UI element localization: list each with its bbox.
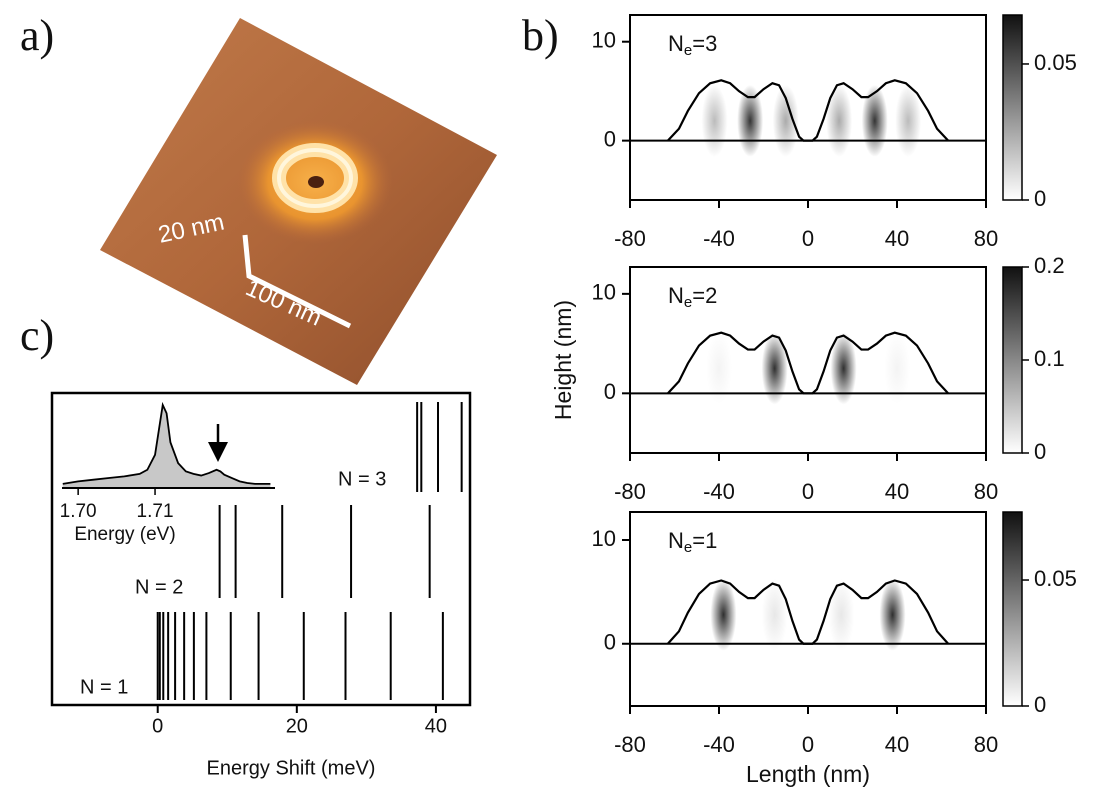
x-tick-label: 40: [425, 715, 447, 737]
x-tick-label: 80: [974, 479, 998, 504]
plot-frame: [52, 393, 470, 705]
colorbar: [1003, 15, 1022, 200]
label-rest: =1: [692, 528, 717, 553]
x-tick-label: 1.70: [60, 501, 97, 522]
y-tick-label: 10: [592, 526, 616, 551]
panel-label: a): [20, 11, 54, 60]
panel-label: b): [522, 11, 559, 60]
x-tick-label: 80: [974, 226, 998, 251]
colorbar-tick-label: 0: [1034, 186, 1046, 211]
x-tick-label: -80: [614, 732, 646, 757]
x-tick-label: 0: [802, 479, 814, 504]
y-tick-label: 10: [592, 28, 616, 53]
ring-hole: [308, 176, 324, 188]
series-label: N = 3: [338, 468, 386, 490]
x-tick-label: 80: [974, 732, 998, 757]
x-tick-label: 0: [152, 715, 163, 737]
colorbar-tick-label: 0: [1034, 692, 1046, 717]
x-tick-label: 0: [802, 732, 814, 757]
series-label: N = 1: [80, 676, 128, 698]
label-main: N: [668, 31, 684, 56]
density-map: [710, 579, 905, 651]
x-tick-label: 40: [885, 226, 909, 251]
density-peak: [737, 85, 763, 157]
x-tick-label: 1.71: [137, 501, 174, 522]
colorbar: [1003, 512, 1022, 706]
x-tick-label: -40: [703, 732, 735, 757]
figure: a) b) c) 20 nm 100 nm -80-4004080010Ne=3…: [0, 0, 1116, 800]
height-profile: [668, 580, 948, 643]
colorbar-tick-label: 0: [1034, 439, 1046, 464]
x-tick-label: -80: [614, 479, 646, 504]
x-tick-label: -40: [703, 479, 735, 504]
label-rest: =3: [692, 31, 717, 56]
y-tick-label: 0: [604, 379, 616, 404]
x-axis-label: Energy (eV): [74, 524, 175, 545]
series-label: N = 2: [135, 576, 183, 598]
colorbar-tick-label: 0.05: [1034, 50, 1077, 75]
y-tick-label: 0: [604, 126, 616, 151]
x-tick-label: -40: [703, 226, 735, 251]
density-peak: [895, 85, 921, 157]
y-tick-label: 0: [604, 630, 616, 655]
label-main: N: [668, 283, 684, 308]
x-tick-label: 40: [885, 479, 909, 504]
label-sub: e: [684, 539, 692, 556]
x-axis-label: Energy Shift (meV): [207, 757, 376, 779]
panel-state-label: Ne=1: [668, 528, 717, 556]
x-axis-label: Length (nm): [746, 761, 870, 787]
density-peak: [826, 85, 852, 157]
colorbar-tick-label: 0.05: [1034, 566, 1077, 591]
label-main: N: [668, 528, 684, 553]
label-rest: =2: [692, 283, 717, 308]
colorbar-tick-label: 0.2: [1034, 253, 1065, 278]
colorbar: [1003, 267, 1022, 453]
y-axis-label: Height (nm): [550, 300, 576, 420]
y-tick-label: 10: [592, 280, 616, 305]
panel-label: c): [20, 311, 54, 360]
x-tick-label: 20: [286, 715, 308, 737]
density-map: [702, 85, 922, 157]
colorbar-tick-label: 0.1: [1034, 346, 1065, 371]
x-tick-label: 40: [885, 732, 909, 757]
density-peak: [710, 579, 736, 651]
density-peak: [773, 85, 799, 157]
panel-state-label: Ne=2: [668, 283, 717, 311]
x-tick-label: 0: [802, 226, 814, 251]
x-tick-label: -80: [614, 226, 646, 251]
panel-state-label: Ne=3: [668, 31, 717, 59]
label-sub: e: [684, 294, 692, 311]
label-sub: e: [684, 42, 692, 59]
density-peak: [880, 579, 906, 651]
density-peak: [862, 85, 888, 157]
density-peak: [702, 85, 728, 157]
afm-image: 20 nm 100 nm: [100, 18, 497, 385]
